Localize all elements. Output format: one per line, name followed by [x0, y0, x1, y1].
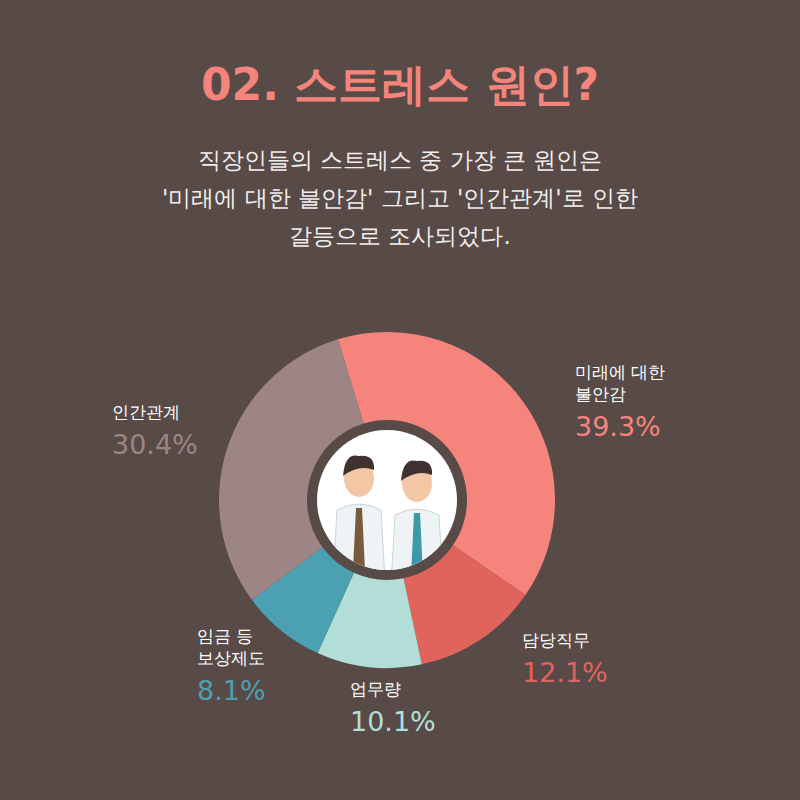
background	[0, 0, 800, 800]
subtitle: 갈등으로 조사되었다.	[289, 223, 511, 249]
data-label: 30.4%	[112, 429, 198, 460]
category-label: 인간관계	[112, 402, 180, 422]
shirt	[391, 509, 443, 585]
title: 02. 스트레스 원인?	[201, 59, 599, 110]
category-label: 임금 등보상제도	[197, 626, 265, 668]
tie	[353, 508, 365, 570]
donut	[219, 332, 555, 668]
people	[333, 455, 443, 585]
hair	[401, 460, 432, 481]
category-label: 미래에 대한불안감	[575, 362, 665, 404]
data-label: 12.1%	[522, 657, 608, 688]
shirt	[333, 504, 385, 580]
category-label: 담당직무	[522, 630, 590, 650]
tie	[411, 513, 423, 575]
category-label: 업무량	[350, 679, 401, 699]
slice	[404, 545, 526, 664]
data-label: 8.1%	[197, 675, 266, 706]
chart: 02. 스트레스 원인? 직장인들의 스트레스 중 가장 큰 원인은 '미래에 대한…	[0, 0, 800, 800]
subtitle: '미래에 대한 불안감' 그리고 '인간관계'로 인한	[162, 185, 638, 211]
data-label: 10.1%	[350, 706, 436, 737]
hair	[343, 455, 374, 476]
labels: 미래에 대한불안감 39.3% 담당직무 12.1% 업무량 10.1% 임금 등보상제도 8…	[112, 362, 665, 737]
subtitle: 직장인들의 스트레스 중 가장 큰 원인은	[198, 147, 603, 173]
data-label: 39.3%	[575, 411, 661, 442]
